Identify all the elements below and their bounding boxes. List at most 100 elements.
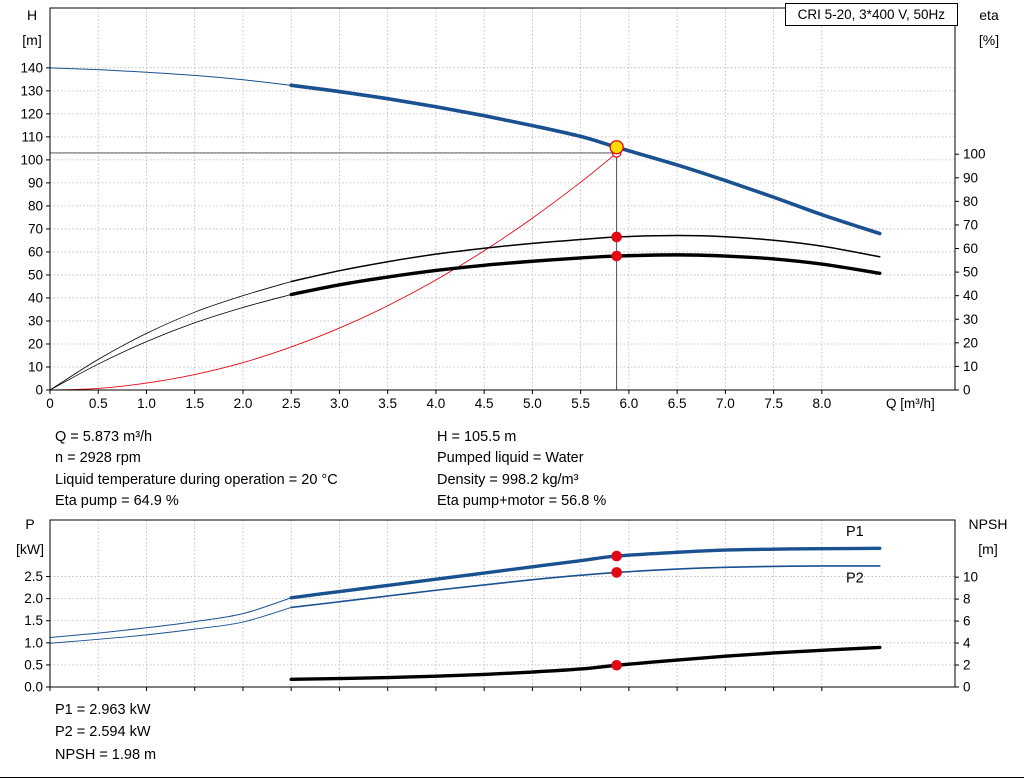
- info-eta-pump-motor: Eta pump+motor = 56.8 %: [437, 493, 607, 510]
- q-axis-label: Q [m³/h]: [886, 396, 935, 411]
- x-tick-label: 0.5: [89, 396, 108, 411]
- info-flow: Q = 5.873 m³/h: [55, 429, 153, 445]
- power-info: P1 = 2.963 kW P2 = 2.594 kW NPSH = 1.98 …: [55, 699, 156, 766]
- eta-pump-motor-duty-marker: [611, 250, 622, 262]
- y-right-tick-label: 70: [963, 217, 978, 232]
- y-left-tick-label: 20: [28, 336, 43, 351]
- p-axis-label: P [kW]: [4, 512, 56, 562]
- plot-frame: [49, 519, 956, 688]
- head-curve-lead: [50, 67, 292, 86]
- y-left-tick-label: 2.5: [24, 569, 43, 584]
- eta-pump-duty-marker: [611, 231, 622, 243]
- y-left-tick-label: 80: [28, 198, 43, 213]
- y-left-tick-label: 0: [35, 383, 43, 398]
- x-tick-label: 1.0: [137, 396, 156, 411]
- operating-info-left: Q = 5.873 m³/h n = 2928 rpm Liquid tempe…: [55, 427, 338, 513]
- info-p1: P1 = 2.963 kW: [55, 702, 151, 718]
- y-right-tick-label: 50: [963, 265, 978, 280]
- y-left-tick-label: 90: [28, 175, 43, 190]
- y-left-tick-label: 60: [28, 244, 43, 259]
- info-density: Density = 998.2 kg/m³: [437, 471, 579, 488]
- p1-curve-label: P1: [846, 524, 864, 540]
- bottom-separator: [0, 777, 1024, 778]
- y-left-tick-label: 50: [28, 267, 43, 282]
- x-tick-label: 2.0: [234, 396, 253, 411]
- info-speed: n = 2928 rpm: [55, 450, 141, 467]
- system-curve: [50, 152, 618, 390]
- head-curve: [289, 83, 882, 236]
- y-right-tick-label: 80: [963, 194, 978, 209]
- grid: [49, 8, 955, 391]
- p1-curve-lead: [50, 597, 292, 639]
- y-left-tick-label: 2.0: [24, 591, 43, 606]
- x-tick-label: 2.5: [282, 396, 301, 411]
- eta-pump-motor-curve: [289, 253, 882, 297]
- h-axis-label: H [m]: [10, 3, 54, 53]
- npsh-duty-marker: [611, 659, 622, 671]
- grid: [49, 520, 955, 688]
- x-tick-label: 0: [46, 396, 54, 411]
- p2-curve-label: P2: [846, 570, 864, 586]
- curves: [50, 67, 882, 390]
- x-tick-label: 6.0: [620, 396, 639, 411]
- y-right-tick-label: 10: [963, 359, 978, 374]
- p2-curve: [290, 565, 881, 609]
- y-left-tick-label: 110: [21, 129, 43, 144]
- info-p2: P2 = 2.594 kW: [55, 724, 151, 741]
- y-right-tick-label: 100: [963, 147, 986, 162]
- x-tick-label: 6.5: [668, 396, 687, 411]
- info-liquid-temperature: Liquid temperature during operation = 20…: [55, 471, 338, 488]
- y-right-tick-label: 10: [963, 570, 978, 585]
- x-tick-label: 3.0: [330, 396, 349, 411]
- eta-pump-curve: [290, 234, 881, 283]
- y-left-tick-label: 70: [28, 221, 43, 236]
- y-left-tick-label: 30: [28, 313, 43, 328]
- y-left-tick-label: 140: [20, 60, 43, 75]
- y-right-tick-label: 90: [963, 170, 978, 185]
- y-right-tick-label: 20: [963, 335, 978, 350]
- pump-model-title: CRI 5-20, 3*400 V, 50Hz: [784, 3, 958, 26]
- curves: [50, 546, 882, 682]
- p1-curve: [289, 546, 882, 600]
- h-axis-unit: [m]: [22, 32, 42, 48]
- p-axis-unit: [kW]: [16, 541, 44, 557]
- p1-duty-marker: [611, 550, 622, 562]
- plot-frame: [49, 7, 956, 391]
- y-right-tick-label: 2: [963, 658, 971, 673]
- npsh-curve: [289, 645, 882, 682]
- y-right-tick-label: 8: [963, 592, 971, 607]
- y-left-tick-label: 1.0: [24, 635, 43, 650]
- y-left-tick-label: 1.5: [24, 613, 43, 628]
- x-tick-label: 4.5: [475, 396, 494, 411]
- operating-info-right: H = 105.5 m Pumped liquid = Water Densit…: [437, 427, 606, 513]
- power-npsh-chart: 0.0 0.5 1.0 1.5 2.0 2.5 0 2 4 6 8 10 P1 P2: [24, 519, 978, 695]
- info-eta-pump: Eta pump = 64.9 %: [55, 493, 179, 510]
- y-left-tick-label: 0.0: [24, 680, 43, 695]
- y-left-tick-label: 10: [28, 359, 43, 374]
- h-axis-name: H: [26, 7, 38, 23]
- npsh-axis-label: NPSH [m]: [958, 512, 1018, 562]
- y-right-tick-label: 0: [963, 383, 971, 398]
- x-tick-label: 1.5: [185, 396, 204, 411]
- x-tick-label: 3.5: [378, 396, 397, 411]
- x-tick-label: 7.5: [764, 396, 783, 411]
- x-tick-label: 5.0: [523, 396, 542, 411]
- info-pumped-liquid: Pumped liquid = Water: [437, 450, 584, 467]
- y-right-tick-label: 60: [963, 241, 978, 256]
- y-left-tick-label: 100: [20, 152, 43, 167]
- info-head: H = 105.5 m: [437, 429, 517, 445]
- duty-point-marker: [609, 140, 624, 155]
- y-left-tick-label: 0.5: [24, 657, 43, 672]
- npsh-axis-name: NPSH: [968, 516, 1008, 532]
- eta-axis-name: eta: [979, 7, 999, 23]
- y-left-tick-label: 130: [20, 83, 43, 98]
- x-tick-label: 4.0: [427, 396, 446, 411]
- eta-pump-motor-curve-lead: [50, 294, 292, 390]
- y-left-tick-label: 120: [20, 106, 43, 121]
- x-tick-label: 8.0: [812, 396, 831, 411]
- y-right-tick-label: 40: [963, 288, 978, 303]
- p2-curve-lead: [50, 607, 292, 644]
- x-tick-label: 7.0: [716, 396, 735, 411]
- y-right-tick-label: 30: [963, 312, 978, 327]
- y-right-tick-label: 0: [963, 680, 971, 695]
